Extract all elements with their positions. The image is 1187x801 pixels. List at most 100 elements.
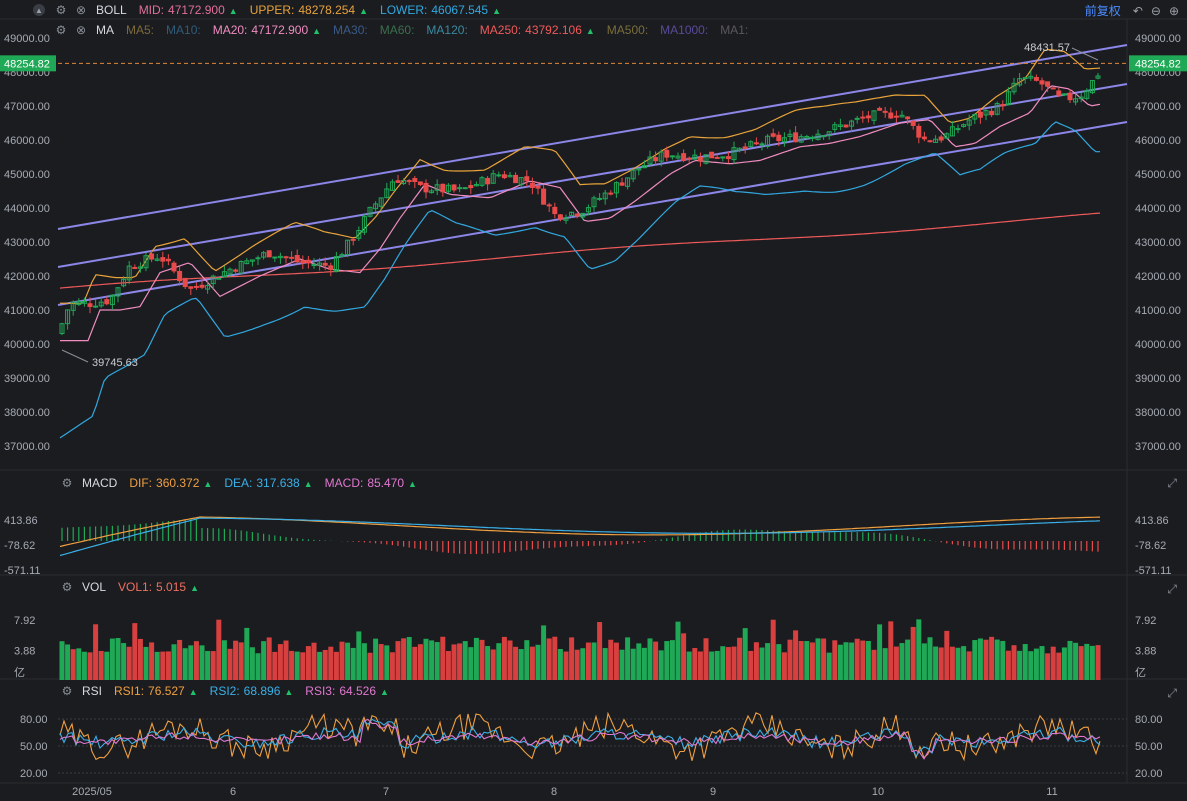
- vol-tick-left: 3.88: [14, 646, 35, 658]
- candle-body: [843, 124, 849, 128]
- candle-body: [871, 110, 877, 121]
- candle-body: [283, 256, 289, 259]
- candle-body: [389, 181, 395, 191]
- candle-body: [93, 305, 99, 308]
- volume-bar: [216, 619, 222, 680]
- price-tick-right: 43000.00: [1135, 237, 1181, 249]
- vol-tick-right: 3.88: [1135, 646, 1156, 658]
- boll-legend-item: UPPER: 48278.254 ▲: [250, 3, 368, 17]
- settings-icon[interactable]: ⚙: [55, 23, 67, 37]
- volume-bar: [149, 642, 155, 680]
- candle-body: [893, 115, 899, 118]
- volume-bar: [647, 638, 653, 680]
- price-tick-right: 41000.00: [1135, 305, 1181, 317]
- expand-icon[interactable]: ⤢: [1167, 686, 1177, 700]
- expand-icon[interactable]: ⤢: [1167, 476, 1177, 490]
- up-arrow-icon: ▲: [188, 687, 198, 697]
- candle-body: [748, 141, 754, 147]
- candle-body: [328, 265, 334, 270]
- volume-bar: [933, 646, 939, 680]
- volume-bar: [804, 641, 810, 680]
- rsi-legend-label: RSI2:: [209, 684, 240, 698]
- candle-body: [798, 136, 804, 143]
- boll-lower-line: [59, 121, 1100, 439]
- volume-bar: [137, 638, 143, 680]
- settings-icon[interactable]: ⚙: [55, 3, 67, 17]
- close-icon[interactable]: ⊗: [75, 23, 87, 37]
- volume-bar: [501, 636, 507, 680]
- candle-body: [457, 187, 463, 190]
- candle-body: [731, 147, 737, 161]
- collapse-icon[interactable]: ▲: [33, 4, 45, 16]
- volume-bar: [345, 642, 351, 680]
- remove-icon[interactable]: ⊖: [1150, 3, 1161, 18]
- adjust-toggle[interactable]: 前复权: [1084, 4, 1121, 18]
- volume-bar: [193, 641, 199, 680]
- volume-bar: [994, 639, 1000, 680]
- candle-body: [865, 115, 871, 119]
- volume-bar: [445, 651, 451, 680]
- volume-bar: [1017, 650, 1023, 680]
- candle-body: [972, 113, 978, 120]
- macd-tick-right: 413.86: [1135, 515, 1169, 527]
- candle-body: [221, 271, 227, 278]
- volume-bar: [389, 652, 395, 680]
- candle-body: [244, 260, 250, 265]
- volume-bar: [983, 639, 989, 680]
- settings-icon[interactable]: ⚙: [61, 476, 73, 490]
- candle-body: [395, 180, 401, 183]
- candle-body: [949, 126, 955, 137]
- candle-body: [933, 138, 939, 143]
- volume-bar: [244, 627, 250, 680]
- expand-icon[interactable]: ⤢: [1167, 582, 1177, 596]
- settings-icon[interactable]: ⚙: [61, 580, 73, 594]
- candle-body: [720, 156, 726, 159]
- candle-body: [132, 267, 138, 270]
- candle-body: [944, 133, 950, 139]
- undo-icon[interactable]: ↶: [1132, 3, 1143, 18]
- settings-icon[interactable]: ⚙: [61, 684, 73, 698]
- volume-bar: [70, 649, 76, 680]
- add-icon[interactable]: ⊕: [1168, 3, 1179, 18]
- candle-body: [697, 157, 703, 162]
- ma-legend-item: MA500:: [607, 23, 648, 37]
- boll-legend-value: 46067.545: [431, 3, 489, 17]
- candle-body: [557, 214, 563, 220]
- candle-body: [625, 177, 631, 187]
- volume-bar: [255, 653, 261, 680]
- volume-bar: [277, 644, 283, 680]
- candle-body: [171, 262, 177, 272]
- volume-bar: [1005, 650, 1011, 680]
- volume-bar: [860, 640, 866, 680]
- candle-body: [1045, 81, 1051, 87]
- candle-body: [412, 178, 418, 183]
- volume-bar: [126, 646, 132, 680]
- candle-body: [664, 149, 670, 158]
- volume-bar: [597, 622, 603, 680]
- volume-bar: [916, 619, 922, 680]
- vol-tick-left: 亿: [14, 666, 25, 679]
- volume-bar: [569, 637, 575, 680]
- ma-legend-label: MA1:: [720, 23, 749, 37]
- ma-legend-label: MA30:: [333, 23, 368, 37]
- candle-body: [98, 301, 104, 307]
- candle-body: [569, 211, 575, 217]
- volume-bar: [1050, 646, 1056, 680]
- current-price-tag-right: [1129, 55, 1187, 72]
- volume-bar: [535, 644, 541, 680]
- candle-body: [580, 212, 586, 218]
- up-arrow-icon: ▲: [380, 687, 389, 697]
- volume-bar: [205, 650, 211, 680]
- close-icon[interactable]: ⊗: [75, 3, 87, 17]
- volume-bar: [154, 651, 160, 680]
- ma-legend-item: MA1000:: [660, 23, 708, 37]
- volume-bar: [877, 624, 883, 680]
- volume-bar: [793, 630, 799, 680]
- ma250-line: [59, 212, 1101, 289]
- volume-bar: [328, 646, 334, 680]
- price-tick-left: 40000.00: [4, 339, 50, 351]
- volume-bar: [938, 647, 944, 680]
- volume-bar: [171, 644, 177, 680]
- candle-body: [1039, 80, 1045, 85]
